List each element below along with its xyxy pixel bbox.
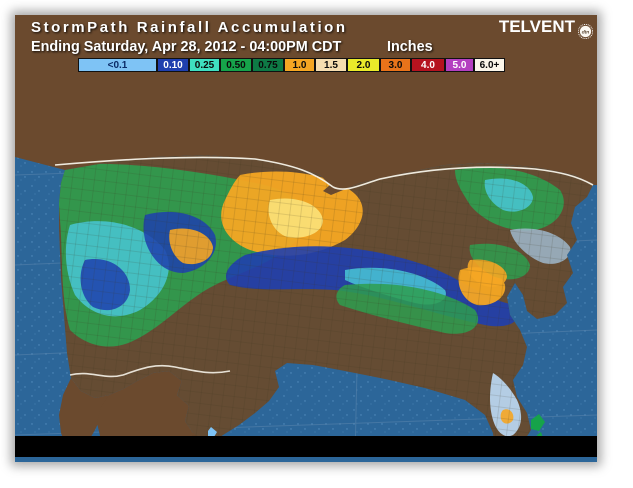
svg-text:dtn: dtn bbox=[582, 29, 590, 35]
